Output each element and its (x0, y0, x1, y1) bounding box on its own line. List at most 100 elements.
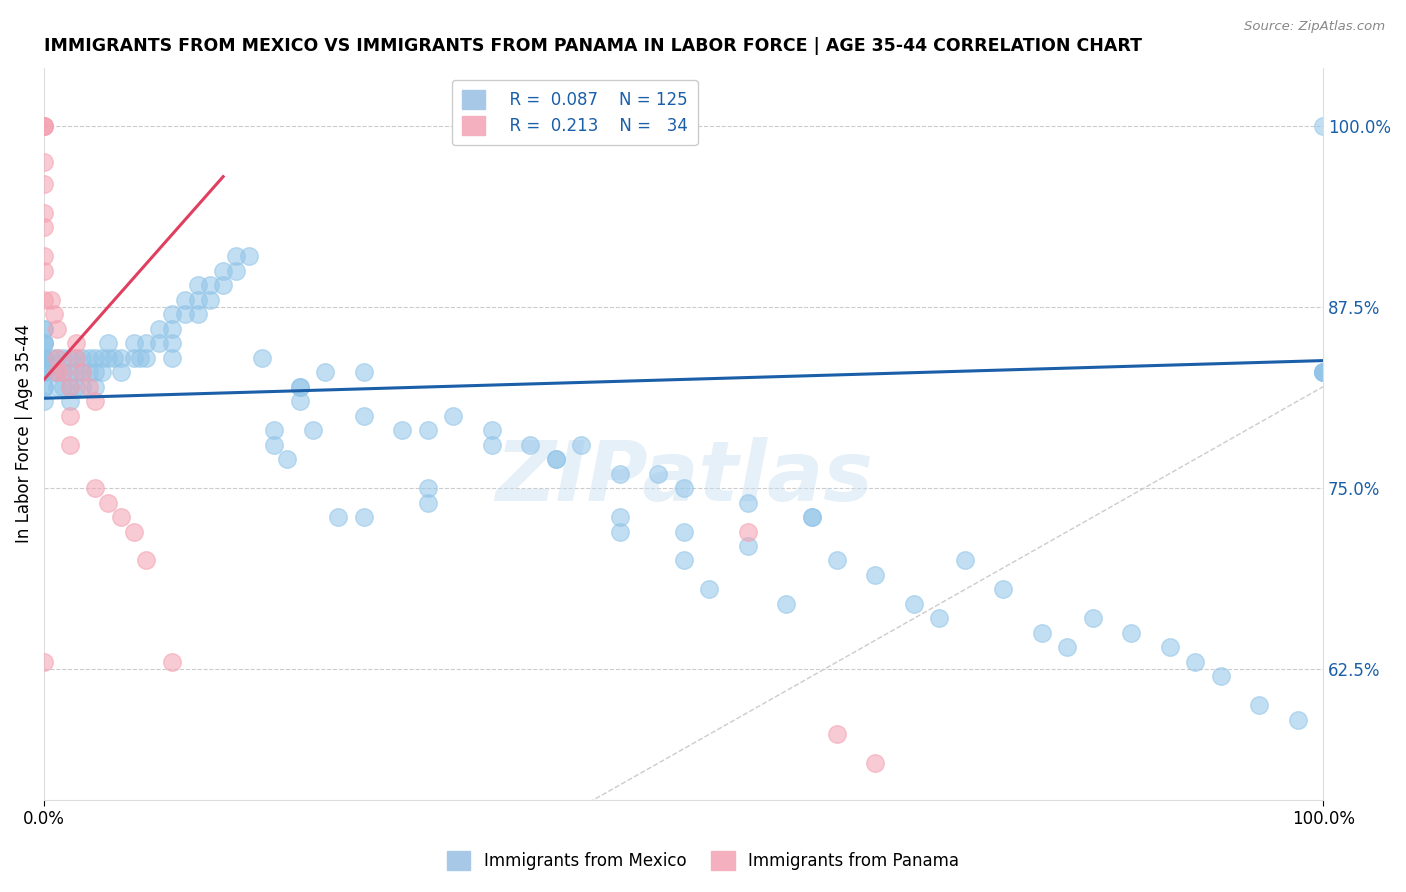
Point (1312, 365, 1334, 379)
Point (110, 365, 132, 379)
Point (84, 394, 107, 409)
Point (1312, 119, 1334, 133)
Point (52, 365, 75, 379)
Point (993, 582, 1015, 597)
Point (544, 452, 567, 467)
Point (32, 379, 55, 393)
Point (32, 293, 55, 307)
Point (865, 756, 887, 771)
Point (32, 394, 55, 409)
Point (953, 553, 976, 567)
Point (32, 220, 55, 235)
Point (135, 553, 157, 567)
Point (52, 351, 75, 365)
Legend: Immigrants from Mexico, Immigrants from Panama: Immigrants from Mexico, Immigrants from … (440, 844, 966, 877)
Point (122, 524, 145, 539)
Point (800, 510, 823, 524)
Point (416, 481, 439, 495)
Point (32, 322, 55, 336)
Point (1312, 365, 1334, 379)
Point (672, 524, 695, 539)
Point (103, 351, 125, 365)
Point (77, 351, 100, 365)
Point (59, 379, 82, 393)
Point (825, 727, 848, 741)
Point (45, 379, 67, 393)
Point (32, 119, 55, 133)
Point (865, 568, 887, 582)
Point (519, 437, 541, 451)
Point (225, 249, 247, 263)
Text: ZIPatlas: ZIPatlas (495, 437, 873, 518)
Point (200, 293, 222, 307)
Point (39, 293, 62, 307)
Point (72, 351, 94, 365)
Point (544, 452, 567, 467)
Point (697, 582, 720, 597)
Point (263, 423, 285, 437)
Point (45, 351, 67, 365)
Point (72, 365, 94, 379)
Point (32, 119, 55, 133)
Point (609, 510, 631, 524)
Point (160, 322, 183, 336)
Point (32, 177, 55, 191)
Point (32, 336, 55, 351)
Point (825, 553, 848, 567)
Point (238, 249, 260, 263)
Point (129, 351, 152, 365)
Point (32, 206, 55, 220)
Point (250, 351, 273, 365)
Point (148, 322, 170, 336)
Point (59, 365, 82, 379)
Point (441, 409, 464, 423)
Point (90, 351, 112, 365)
Point (737, 539, 759, 553)
Point (672, 553, 695, 567)
Point (160, 351, 183, 365)
Point (59, 379, 82, 393)
Point (187, 307, 209, 321)
Point (1184, 655, 1206, 669)
Point (72, 379, 94, 393)
Point (800, 510, 823, 524)
Point (77, 379, 100, 393)
Point (45, 365, 67, 379)
Point (1249, 698, 1271, 713)
Point (1312, 365, 1334, 379)
Point (44, 365, 66, 379)
Point (52, 365, 75, 379)
Point (416, 495, 439, 509)
Point (928, 611, 950, 625)
Point (32, 119, 55, 133)
Point (288, 379, 311, 393)
Point (647, 467, 669, 481)
Point (32, 365, 55, 379)
Point (353, 510, 375, 524)
Point (481, 437, 503, 451)
Point (65, 351, 87, 365)
Point (135, 351, 157, 365)
Point (212, 278, 235, 293)
Point (225, 264, 247, 278)
Point (481, 423, 503, 437)
Point (200, 278, 222, 293)
Point (1312, 365, 1334, 379)
Point (32, 379, 55, 393)
Point (97, 351, 120, 365)
Point (1286, 713, 1309, 727)
Point (59, 394, 82, 409)
Point (65, 379, 87, 393)
Point (32, 264, 55, 278)
Point (45, 351, 67, 365)
Point (1121, 626, 1143, 640)
Point (32, 351, 55, 365)
Point (187, 278, 209, 293)
Point (173, 293, 195, 307)
Point (84, 351, 107, 365)
Point (45, 365, 67, 379)
Point (288, 394, 311, 409)
Point (263, 437, 285, 451)
Point (110, 510, 132, 524)
Point (315, 365, 337, 379)
